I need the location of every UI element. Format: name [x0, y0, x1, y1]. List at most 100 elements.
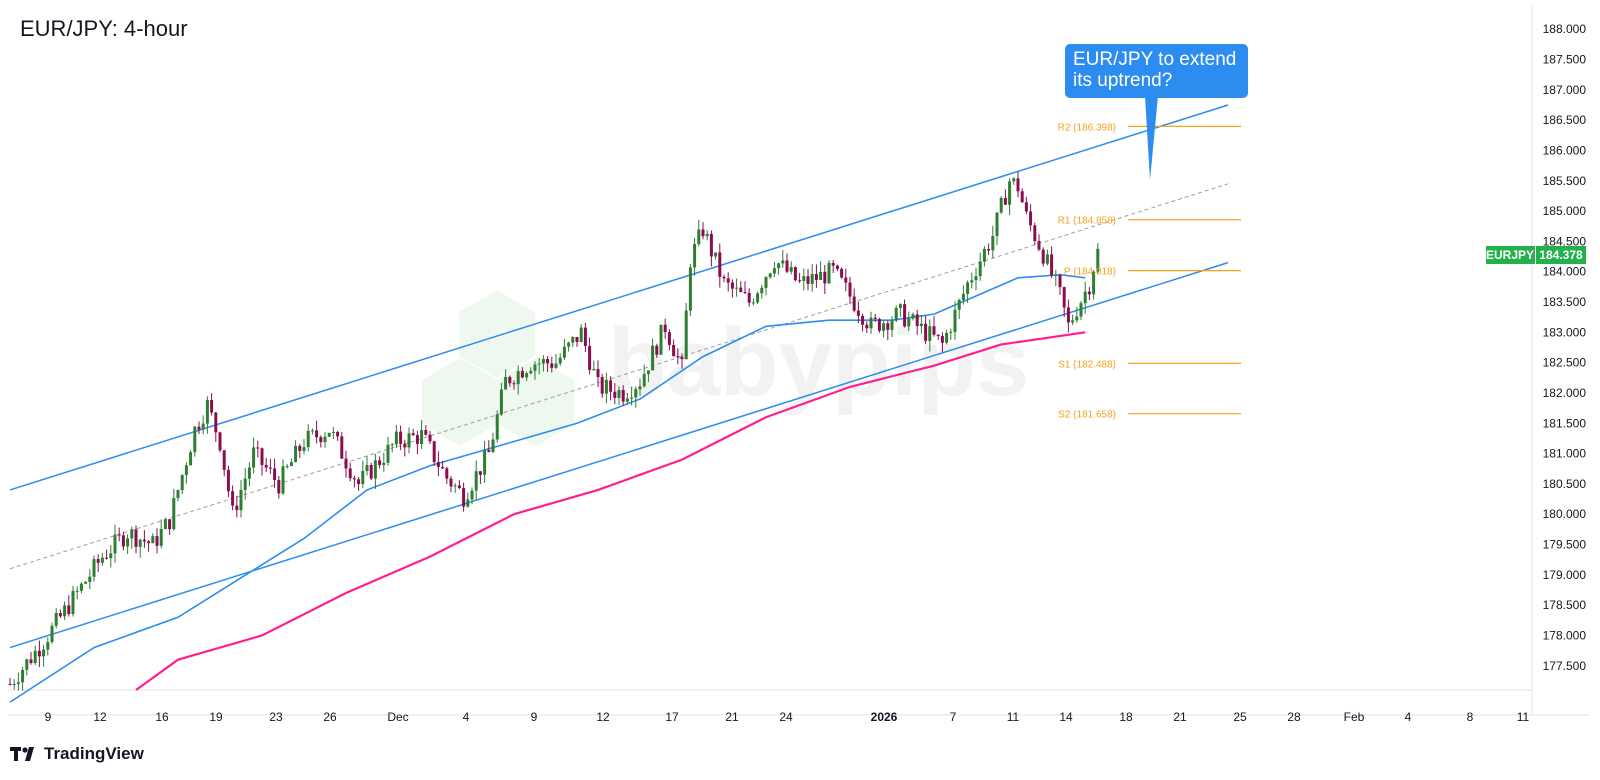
candle-body	[273, 468, 277, 481]
candle	[294, 440, 298, 463]
candle-body	[294, 445, 298, 463]
candle	[29, 652, 33, 665]
candle-body	[869, 317, 873, 329]
candle	[638, 378, 642, 397]
pivot-label: S1 (182.488)	[1058, 359, 1116, 370]
candle	[886, 320, 890, 341]
candle	[470, 487, 474, 505]
candle-body	[651, 345, 655, 371]
candle	[222, 449, 226, 477]
candle	[579, 324, 583, 343]
candle-body	[726, 278, 730, 283]
candle-body	[940, 336, 944, 343]
candle-body	[785, 260, 789, 272]
candle	[806, 269, 810, 291]
candle	[256, 440, 260, 458]
candle-body	[781, 260, 785, 264]
candle-body	[1037, 240, 1041, 250]
candle-body	[819, 271, 823, 280]
candle	[953, 301, 957, 340]
candle	[823, 264, 827, 294]
candle-body	[529, 370, 533, 374]
candle	[344, 450, 348, 478]
candle-body	[1071, 320, 1075, 323]
candle-body	[92, 559, 96, 577]
candle	[310, 428, 314, 435]
y-tick-label: 188.000	[1543, 22, 1587, 36]
candle-body	[1092, 271, 1096, 295]
candle-body	[588, 346, 592, 370]
candle-body	[995, 212, 999, 236]
candle-body	[722, 276, 726, 279]
candle-body	[478, 471, 482, 475]
candle-body	[1033, 225, 1037, 241]
candle	[772, 261, 776, 278]
tradingview-logo[interactable]: TradingView	[10, 744, 144, 764]
candle	[1071, 314, 1075, 325]
candle	[420, 419, 424, 449]
candle-body	[252, 447, 256, 468]
candle	[1087, 287, 1091, 301]
candle	[810, 264, 814, 292]
candle	[357, 476, 361, 491]
candle	[676, 348, 680, 365]
candle-body	[327, 432, 331, 437]
candle-body	[915, 314, 919, 327]
candle	[588, 337, 592, 375]
candle	[1050, 246, 1054, 279]
price-badge-value: 184.378	[1539, 248, 1583, 262]
candle	[714, 252, 718, 260]
candle	[827, 260, 831, 284]
candle	[575, 336, 579, 347]
candle-body	[319, 437, 323, 443]
candle	[558, 353, 562, 366]
candle-body	[239, 489, 243, 511]
candle	[277, 476, 281, 499]
candle-body	[777, 263, 781, 269]
chart-title: EUR/JPY: 4-hour	[20, 16, 188, 41]
candle-body	[42, 649, 46, 657]
candle	[319, 435, 323, 448]
candle-body	[903, 304, 907, 327]
candle-body	[361, 470, 365, 485]
candle	[21, 666, 25, 691]
candle-body	[680, 356, 684, 360]
candle	[180, 474, 184, 494]
candle	[609, 376, 613, 401]
candle-body	[25, 659, 29, 670]
candle-body	[936, 334, 940, 337]
x-tick-label: 17	[665, 710, 679, 724]
candle-body	[310, 430, 314, 432]
y-tick-label: 179.000	[1543, 568, 1587, 582]
y-tick-label: 180.000	[1543, 507, 1587, 521]
candle	[415, 430, 419, 455]
candle	[722, 274, 726, 283]
candle	[688, 263, 692, 317]
candle	[1016, 171, 1020, 198]
candle	[218, 431, 222, 453]
candle-body	[306, 430, 310, 448]
candle-body	[520, 371, 524, 378]
candle	[634, 386, 638, 408]
candle	[289, 458, 293, 467]
y-tick-label: 184.500	[1543, 234, 1587, 248]
candle	[882, 320, 886, 338]
candle	[411, 429, 415, 437]
candle-body	[1050, 254, 1054, 276]
x-tick-label: 11	[1517, 710, 1530, 724]
candle	[147, 540, 151, 552]
candle	[583, 322, 587, 353]
candle	[512, 380, 516, 390]
candle-body	[1096, 248, 1100, 272]
candle-body	[949, 331, 953, 333]
candle-body	[247, 467, 251, 479]
candle	[508, 375, 512, 387]
candle-body	[302, 447, 306, 451]
candle-body	[613, 391, 617, 398]
candle-body	[340, 436, 344, 459]
candle-body	[961, 293, 965, 300]
candle	[1083, 281, 1087, 314]
candle	[247, 462, 251, 487]
candle-body	[1008, 181, 1012, 205]
